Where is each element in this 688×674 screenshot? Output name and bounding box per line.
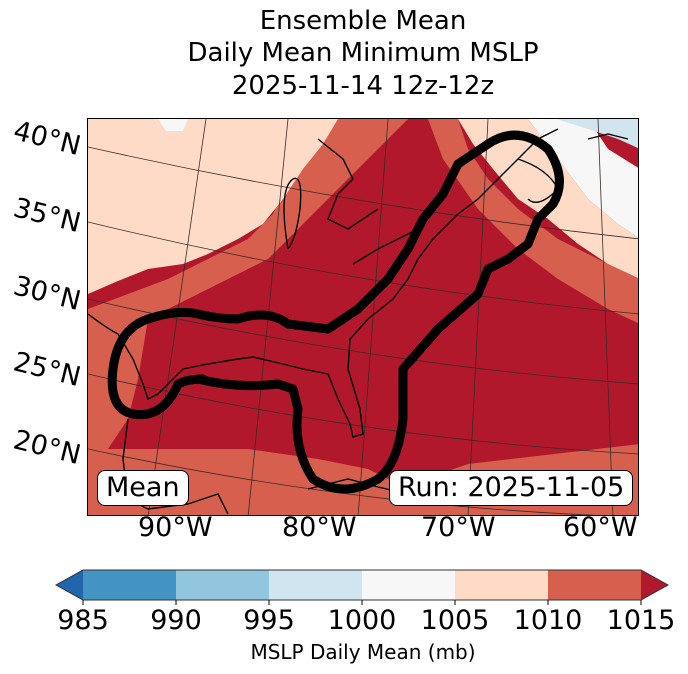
map-panel[interactable]: Mean Run: 2025-11-05: [87, 118, 639, 516]
title-line-1: Ensemble Mean: [259, 6, 467, 36]
colorbar-label: MSLP Daily Mean (mb): [250, 640, 476, 664]
meridian-70w: [597, 119, 614, 515]
meridian-80w: [357, 119, 389, 515]
colorbar-bin-985-990: [83, 570, 177, 600]
colorbar: [54, 569, 670, 605]
lon-label-90w: 90°W: [138, 512, 213, 543]
lake-erie: [352, 228, 419, 265]
colorbar-bin-990-995: [176, 570, 270, 600]
lat-label-25n: 25°N: [10, 346, 84, 394]
colorbar-tick-1015: 1015: [606, 605, 676, 636]
title-line-2: Daily Mean Minimum MSLP: [187, 38, 539, 68]
lake-michigan: [283, 177, 302, 250]
field-1010-1015-east: [338, 119, 638, 324]
colorbar-extend-low: [56, 570, 83, 600]
lat-label-20n: 20°N: [10, 424, 84, 472]
newfoundland: [587, 133, 629, 140]
lon-label-70w: 70°W: [421, 512, 496, 543]
lon-label-80w: 80°W: [282, 512, 357, 543]
lat-label-40n: 40°N: [10, 115, 84, 163]
colorbar-extend-high: [641, 570, 668, 600]
mexico-coastline: [122, 418, 229, 515]
colorbar-bin-1010-1015: [548, 570, 642, 600]
mean-label-box: Mean: [97, 470, 189, 506]
parallel-35n: [88, 221, 638, 315]
colorbar-tick-990: 990: [150, 605, 202, 636]
colorbar-bin-995-1000: [269, 570, 363, 600]
meridian-90w: [147, 119, 207, 515]
run-date-label-box: Run: 2025-11-05: [389, 470, 634, 506]
field-1005-1010-ne: [458, 119, 638, 279]
map-svg: [88, 119, 638, 515]
colorbar-tick-985: 985: [57, 605, 109, 636]
field-995-1000: [556, 119, 638, 149]
colorbar-tick-1000: 1000: [327, 605, 397, 636]
us-coastline: [88, 128, 559, 438]
lon-label-60w: 60°W: [563, 512, 638, 543]
colorbar-bin-1000-1005: [362, 570, 456, 600]
lat-label-35n: 35°N: [10, 192, 84, 240]
field-1000-1005: [528, 119, 638, 238]
colorbar-tick-995: 995: [243, 605, 295, 636]
title-line-3: 2025-11-14 12z-12z: [231, 71, 495, 101]
threshold-contour: [107, 130, 564, 494]
field-1000-1005-nw-spot: [158, 119, 188, 131]
colorbar-tick-1005: 1005: [420, 605, 490, 636]
colorbar-tick-1010: 1010: [513, 605, 583, 636]
lat-label-30n: 30°N: [10, 270, 84, 318]
parallel-25n: [88, 373, 638, 455]
lake-huron: [317, 138, 379, 230]
parallel-20n: [88, 448, 597, 515]
field-1005-1010-nw: [88, 119, 338, 294]
parallel-40n: [88, 146, 638, 240]
colorbar-bin-1005-1010: [455, 570, 549, 600]
meridian-75w: [467, 119, 489, 515]
